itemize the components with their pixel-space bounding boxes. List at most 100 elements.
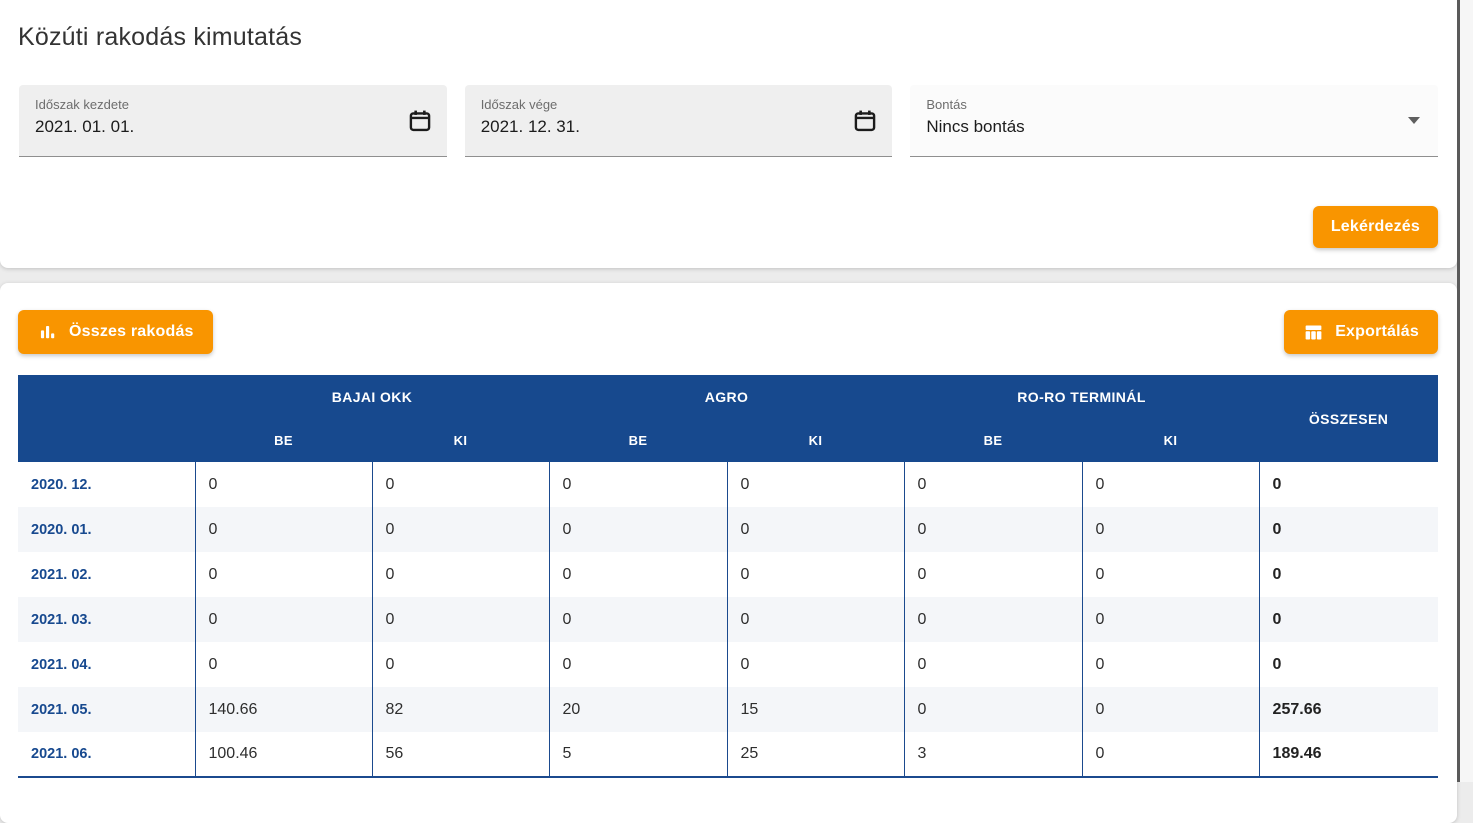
end-date-label: Időszak vége xyxy=(480,97,558,112)
cell-value: 82 xyxy=(372,687,550,732)
calendar-icon[interactable] xyxy=(407,108,433,134)
header-sub-ki: KI xyxy=(372,419,550,462)
cell-total: 0 xyxy=(1272,475,1282,493)
cell-value: 100.46 xyxy=(195,732,373,777)
chevron-down-icon xyxy=(1408,117,1420,124)
end-date-field[interactable]: Időszak vége 2021. 12. 31. xyxy=(464,85,893,157)
all-loading-button[interactable]: Összes rakodás xyxy=(18,310,213,354)
cell-value: 0 xyxy=(195,462,373,507)
cell-value: 0 xyxy=(727,462,905,507)
cell-value: 0 xyxy=(1082,642,1260,687)
cell-value: 0 xyxy=(727,642,905,687)
filters-card: Közúti rakodás kimutatás Időszak kezdete… xyxy=(0,0,1457,268)
row-period-link[interactable]: 2020. 01. xyxy=(18,507,196,552)
breakdown-value[interactable]: Nincs bontás xyxy=(926,117,1025,136)
cell-total: 0 xyxy=(1272,655,1282,673)
table-icon xyxy=(1303,322,1324,343)
cell-value: 0 xyxy=(549,597,728,642)
header-sub-ki: KI xyxy=(1082,419,1260,462)
cell-value: 5 xyxy=(549,732,728,777)
table-row: 2021. 06. 100.46 56 5 25 3 0 189.46 xyxy=(18,732,1438,777)
table-card: Összes rakodás Exportálás xyxy=(0,283,1457,823)
cell-value: 3 xyxy=(904,732,1083,777)
cell-value: 0 xyxy=(372,552,550,597)
header-group-agro: AGRO xyxy=(549,375,905,419)
header-sub-be: BE xyxy=(549,419,728,462)
all-loading-button-label: Összes rakodás xyxy=(69,323,194,340)
cell-value: 140.66 xyxy=(195,687,373,732)
row-period-link[interactable]: 2020. 12. xyxy=(18,462,196,507)
calendar-icon[interactable] xyxy=(852,108,878,134)
cell-total: 0 xyxy=(1272,610,1282,628)
end-date-value[interactable]: 2021. 12. 31. xyxy=(480,117,580,136)
cell-value: 0 xyxy=(1082,597,1260,642)
header-total: ÖSSZESEN xyxy=(1259,375,1439,462)
header-group-bajai-okk: BAJAI OKK xyxy=(195,375,550,419)
cell-total: 257.66 xyxy=(1272,700,1322,718)
cell-value: 0 xyxy=(1082,687,1260,732)
query-button[interactable]: Lekérdezés xyxy=(1312,206,1438,248)
cell-value: 15 xyxy=(727,687,905,732)
cell-value: 0 xyxy=(195,642,373,687)
cell-value: 0 xyxy=(372,642,550,687)
cell-value: 0 xyxy=(1082,507,1260,552)
cell-value: 0 xyxy=(727,552,905,597)
table-toolbar: Összes rakodás Exportálás xyxy=(0,283,1457,354)
table-row: 2021. 03. 0 0 0 0 0 0 0 xyxy=(18,597,1439,642)
table-row: 2020. 12. 0 0 0 0 0 0 0 xyxy=(18,462,1438,507)
bar-chart-icon xyxy=(37,322,58,343)
start-date-label: Időszak kezdete xyxy=(35,97,129,112)
table-row: 2021. 04. 0 0 0 0 0 0 0 xyxy=(18,642,1438,687)
cell-value: 0 xyxy=(195,597,373,642)
cell-value: 0 xyxy=(904,462,1083,507)
row-period-link[interactable]: 2021. 06. xyxy=(18,732,196,777)
vertical-scrollbar[interactable] xyxy=(1457,0,1473,782)
cell-value: 25 xyxy=(727,732,905,777)
start-date-field[interactable]: Időszak kezdete 2021. 01. 01. xyxy=(19,85,447,157)
cell-total: 189.46 xyxy=(1272,745,1322,762)
cell-value: 0 xyxy=(195,552,373,597)
scrollbar-thumb[interactable] xyxy=(1457,0,1460,782)
cell-value: 0 xyxy=(549,462,728,507)
cell-value: 0 xyxy=(904,597,1083,642)
table-row: 2020. 01. 0 0 0 0 0 0 0 xyxy=(18,507,1439,552)
page-title: Közúti rakodás kimutatás xyxy=(18,23,303,51)
cell-total: 0 xyxy=(1272,520,1282,538)
cell-value: 0 xyxy=(727,507,905,552)
breakdown-label: Bontás xyxy=(926,97,967,112)
table-body: 2020. 12. 0 0 0 0 0 0 0 2020. 01. 0 0 0 0 0 0 0 2021. 02… xyxy=(18,462,1439,777)
export-button[interactable]: Exportálás xyxy=(1284,310,1438,354)
cell-value: 0 xyxy=(372,597,550,642)
table-row: 2021. 02. 0 0 0 0 0 0 0 xyxy=(18,552,1438,597)
cell-value: 0 xyxy=(372,507,550,552)
header-group-ro-ro-terminal: RO-RO TERMINÁL xyxy=(904,375,1260,419)
cell-value: 0 xyxy=(904,507,1083,552)
cell-value: 0 xyxy=(372,462,550,507)
row-period-link[interactable]: 2021. 05. xyxy=(18,687,196,732)
cell-value: 0 xyxy=(904,642,1083,687)
table-header: BAJAI OKK AGRO RO-RO TERMINÁL ÖSSZESEN B… xyxy=(18,375,1439,462)
header-sub-be: BE xyxy=(195,419,372,462)
export-button-label: Exportálás xyxy=(1335,323,1419,340)
header-sub-ki: KI xyxy=(727,419,905,462)
header-sub-be: BE xyxy=(904,419,1083,462)
cell-total: 0 xyxy=(1272,565,1282,583)
start-date-value[interactable]: 2021. 01. 01. xyxy=(35,117,135,136)
cell-value: 0 xyxy=(549,552,728,597)
row-period-link[interactable]: 2021. 04. xyxy=(18,642,196,687)
row-period-link[interactable]: 2021. 02. xyxy=(18,552,196,597)
cell-value: 0 xyxy=(549,642,728,687)
header-corner xyxy=(18,375,195,462)
cell-value: 0 xyxy=(549,507,728,552)
row-period-link[interactable]: 2021. 03. xyxy=(18,597,196,642)
cell-value: 0 xyxy=(904,552,1083,597)
cell-value: 0 xyxy=(1082,732,1260,777)
table-row: 2021. 05. 140.66 82 20 15 0 0 257.66 xyxy=(18,687,1439,732)
breakdown-select[interactable]: Bontás Nincs bontás xyxy=(910,85,1438,157)
cell-value: 0 xyxy=(1082,552,1260,597)
cell-value: 0 xyxy=(1082,462,1260,507)
cell-value: 20 xyxy=(549,687,728,732)
cell-value: 0 xyxy=(195,507,373,552)
cell-value: 56 xyxy=(372,732,550,777)
